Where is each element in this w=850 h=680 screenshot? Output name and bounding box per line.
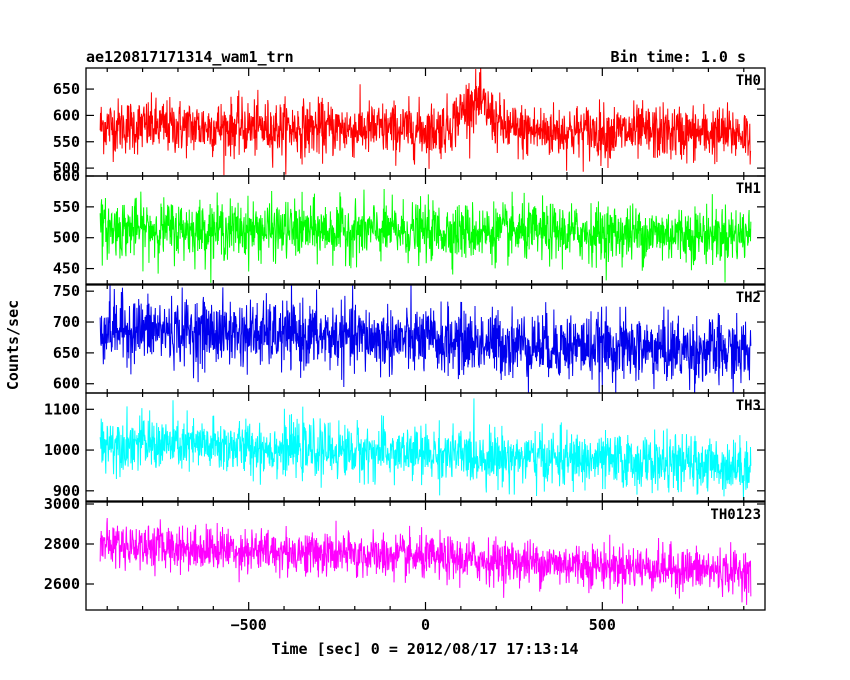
y-tick-label: 3000 [44, 495, 80, 513]
y-tick-label: 600 [53, 167, 80, 185]
y-tick-label: 500 [53, 159, 80, 177]
y-tick-label: 600 [53, 375, 80, 393]
panel-label-th3: TH3 [736, 398, 761, 414]
y-tick-label: 1100 [44, 400, 80, 418]
series-line-th0123 [99, 518, 752, 605]
y-tick-label: 1000 [44, 441, 80, 459]
y-axis-label: Counts/sec [4, 300, 22, 390]
series-line-th1 [99, 189, 752, 283]
y-tick-label: 550 [53, 133, 80, 151]
panel-label-th0: TH0 [736, 73, 761, 89]
x-tick-label: −500 [231, 616, 267, 634]
y-tick-label: 550 [53, 198, 80, 216]
panels-group: 500 550 600 650 TH0 450 500 550 600 TH1 600 650 700 7… [44, 67, 766, 634]
x-tick-label: 0 [421, 616, 430, 634]
chart-title: ae120817171314_wam1_trn [86, 48, 294, 66]
series-line-th2 [99, 285, 752, 393]
y-tick-label: 650 [53, 80, 80, 98]
y-tick-label: 650 [53, 344, 80, 362]
y-tick-label: 2800 [44, 535, 80, 553]
y-tick-label: 500 [53, 229, 80, 247]
x-tick-label: 500 [589, 616, 616, 634]
panel-label-th2: TH2 [736, 290, 761, 306]
series-line-th3 [99, 398, 752, 501]
panel-label-th0123: TH0123 [710, 507, 761, 523]
series-line-th0 [99, 68, 752, 176]
y-tick-label: 900 [53, 482, 80, 500]
bin-time-label: Bin time: 1.0 s [611, 48, 746, 66]
y-tick-label: 600 [53, 106, 80, 124]
x-axis-label: Time [sec] 0 = 2012/08/17 17:13:14 [271, 640, 578, 658]
y-tick-label: 450 [53, 260, 80, 278]
y-tick-label: 2600 [44, 575, 80, 593]
y-tick-label: 700 [53, 313, 80, 331]
panel-label-th1: TH1 [736, 181, 761, 197]
y-tick-label: 750 [53, 282, 80, 300]
